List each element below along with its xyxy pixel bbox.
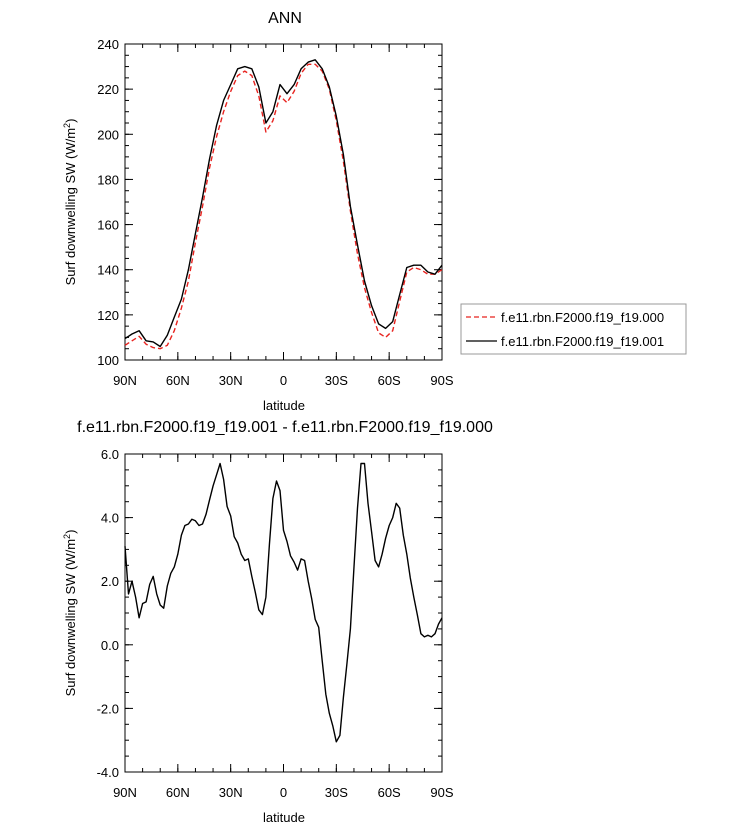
legend-box [460,303,687,355]
y-tick-label: 180 [97,172,119,187]
chart-title: ANN [268,10,302,27]
legend: f.e11.rbn.F2000.f19_f19.000 f.e11.rbn.F2… [460,303,687,355]
x-tick-label: 0 [280,373,287,388]
y-axis-label: Surf downwelling SW (W/m2) [62,530,78,697]
axis-ticks: 90N 60N 30N 0 30S 60S 90S -4.0 -2.0 0.0 2.0 4.0 6.0 [97,447,454,800]
x-tick-label: 30S [325,785,348,800]
series-lines [124,59,443,350]
chart-title: f.e11.rbn.F2000.f19_f19.001 - f.e11.rbn.… [77,419,493,436]
legend-label-001: f.e11.rbn.F2000.f19_f19.001 [501,334,664,349]
series-line-1 [124,63,443,350]
latitude-mean-chart: ANN 90N 60N 30N 0 30S 60S 90S 100 120 140 160 180 20… [62,10,687,413]
x-tick-label: 60S [378,785,401,800]
series-line-2 [124,59,443,348]
x-tick-label: 90N [113,785,137,800]
y-tick-label: 100 [97,353,119,368]
y-tick-label: 4.0 [101,511,119,526]
axis-ticks: 90N 60N 30N 0 30S 60S 90S 100 120 140 160 180 200 220… [97,37,454,388]
x-tick-label: 90N [113,373,137,388]
x-tick-label: 30S [325,373,348,388]
y-tick-label: 140 [97,263,119,278]
legend-label-000: f.e11.rbn.F2000.f19_f19.000 [501,310,664,325]
y-axis-label: Surf downwelling SW (W/m2) [62,119,78,286]
series-lines [124,462,443,743]
y-tick-label: 220 [97,82,119,97]
y-tick-label: 240 [97,37,119,52]
x-tick-label: 90S [430,785,453,800]
x-tick-label: 60N [166,785,190,800]
x-tick-label: 60S [378,373,401,388]
y-tick-label: 2.0 [101,574,119,589]
x-tick-label: 0 [280,785,287,800]
x-tick-label: 90S [430,373,453,388]
y-tick-label: 6.0 [101,447,119,462]
x-tick-label: 30N [219,373,243,388]
y-tick-label: -4.0 [97,765,119,780]
x-axis-label: latitude [263,810,305,825]
series-line-1 [124,462,443,743]
difference-chart: f.e11.rbn.F2000.f19_f19.001 - f.e11.rbn.… [62,419,493,825]
x-tick-label: 30N [219,785,243,800]
y-tick-label: 200 [97,127,119,142]
y-tick-label: -2.0 [97,701,119,716]
x-tick-label: 60N [166,373,190,388]
y-tick-label: 0.0 [101,638,119,653]
plot-frame [124,453,443,773]
x-axis-label: latitude [263,398,305,413]
y-tick-label: 120 [97,308,119,323]
y-tick-label: 160 [97,218,119,233]
